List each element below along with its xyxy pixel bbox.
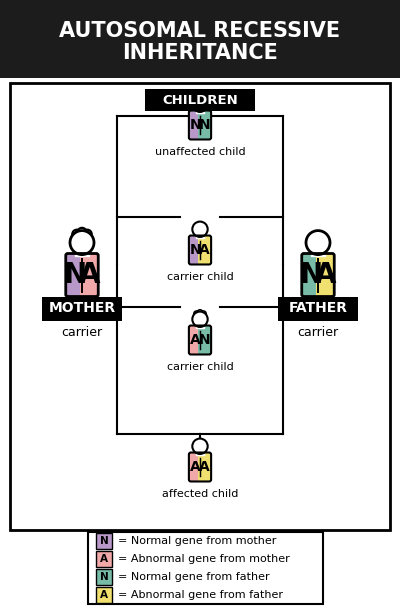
Bar [10, 83, 390, 530]
Bar [0, 0, 400, 78]
Bar [96, 587, 112, 603]
FancyBboxPatch shape [198, 111, 211, 140]
Text: = Normal gene from mother: = Normal gene from mother [118, 536, 276, 546]
Circle shape [194, 96, 200, 102]
Text: A: A [190, 333, 201, 347]
Text: A: A [100, 590, 108, 600]
Circle shape [200, 311, 206, 317]
Circle shape [192, 221, 208, 237]
Text: A: A [314, 261, 336, 289]
Text: N: N [199, 333, 210, 347]
FancyBboxPatch shape [198, 325, 211, 354]
FancyBboxPatch shape [189, 325, 202, 354]
Text: A: A [78, 261, 100, 289]
Circle shape [83, 229, 92, 239]
Text: A: A [199, 243, 210, 257]
Text: A: A [190, 460, 201, 474]
Text: AUTOSOMAL RECESSIVE: AUTOSOMAL RECESSIVE [60, 21, 340, 41]
Text: = Normal gene from father: = Normal gene from father [118, 572, 270, 582]
Text: FATHER: FATHER [288, 301, 348, 315]
Text: N: N [299, 261, 322, 289]
Text: N: N [63, 261, 86, 289]
FancyBboxPatch shape [198, 236, 211, 264]
Bar [96, 551, 112, 567]
FancyBboxPatch shape [189, 236, 202, 264]
Circle shape [197, 310, 203, 315]
Text: = Abnormal gene from father: = Abnormal gene from father [118, 590, 283, 600]
Circle shape [70, 231, 94, 255]
Circle shape [306, 231, 330, 255]
Text: carrier child: carrier child [167, 272, 233, 282]
Text: = Abnormal gene from mother: = Abnormal gene from mother [118, 554, 290, 564]
Text: N: N [199, 118, 210, 132]
Text: N: N [100, 536, 108, 546]
Circle shape [78, 228, 86, 237]
Text: carrier: carrier [62, 326, 102, 339]
Bar [96, 533, 112, 549]
FancyBboxPatch shape [189, 453, 202, 482]
Text: MOTHER: MOTHER [48, 301, 116, 315]
Circle shape [192, 312, 208, 327]
FancyBboxPatch shape [80, 253, 98, 296]
Circle shape [192, 438, 208, 454]
Text: INHERITANCE: INHERITANCE [122, 43, 278, 63]
Circle shape [197, 95, 203, 101]
Bar [278, 296, 358, 320]
Text: unaffected child: unaffected child [155, 148, 245, 157]
Text: N: N [190, 243, 201, 257]
Bar [145, 89, 255, 111]
Text: A: A [100, 554, 108, 564]
FancyBboxPatch shape [198, 453, 211, 482]
FancyBboxPatch shape [66, 253, 84, 296]
Text: carrier: carrier [298, 326, 338, 339]
Text: affected child: affected child [162, 490, 238, 499]
Circle shape [194, 311, 200, 317]
Circle shape [72, 229, 81, 239]
FancyBboxPatch shape [189, 111, 202, 140]
FancyBboxPatch shape [316, 253, 334, 296]
Text: A: A [199, 460, 210, 474]
Text: N: N [100, 572, 108, 582]
Text: carrier child: carrier child [167, 362, 233, 373]
Circle shape [200, 96, 206, 102]
Bar [88, 532, 323, 604]
Text: N: N [190, 118, 201, 132]
Circle shape [192, 97, 208, 112]
Bar [96, 569, 112, 585]
Bar [42, 296, 122, 320]
FancyBboxPatch shape [302, 253, 320, 296]
Text: CHILDREN: CHILDREN [162, 93, 238, 106]
